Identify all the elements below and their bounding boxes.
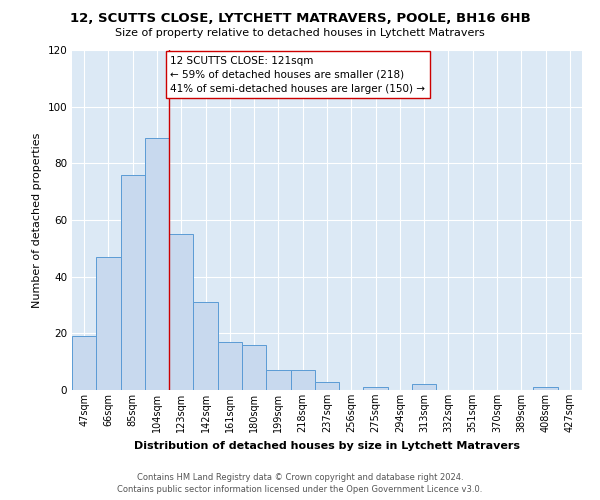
Bar [266,370,290,390]
Bar [169,234,193,390]
Text: Size of property relative to detached houses in Lytchett Matravers: Size of property relative to detached ho… [115,28,485,38]
Text: 12 SCUTTS CLOSE: 121sqm
← 59% of detached houses are smaller (218)
41% of semi-d: 12 SCUTTS CLOSE: 121sqm ← 59% of detache… [170,56,425,94]
X-axis label: Distribution of detached houses by size in Lytchett Matravers: Distribution of detached houses by size … [134,440,520,450]
Bar [533,387,558,390]
Bar [412,384,436,390]
Text: 12, SCUTTS CLOSE, LYTCHETT MATRAVERS, POOLE, BH16 6HB: 12, SCUTTS CLOSE, LYTCHETT MATRAVERS, PO… [70,12,530,26]
Bar [96,257,121,390]
Bar [145,138,169,390]
Bar [242,344,266,390]
Bar [193,302,218,390]
Bar [72,336,96,390]
Text: Contains HM Land Registry data © Crown copyright and database right 2024.
Contai: Contains HM Land Registry data © Crown c… [118,472,482,494]
Bar [364,387,388,390]
Y-axis label: Number of detached properties: Number of detached properties [32,132,42,308]
Bar [121,174,145,390]
Bar [218,342,242,390]
Bar [315,382,339,390]
Bar [290,370,315,390]
